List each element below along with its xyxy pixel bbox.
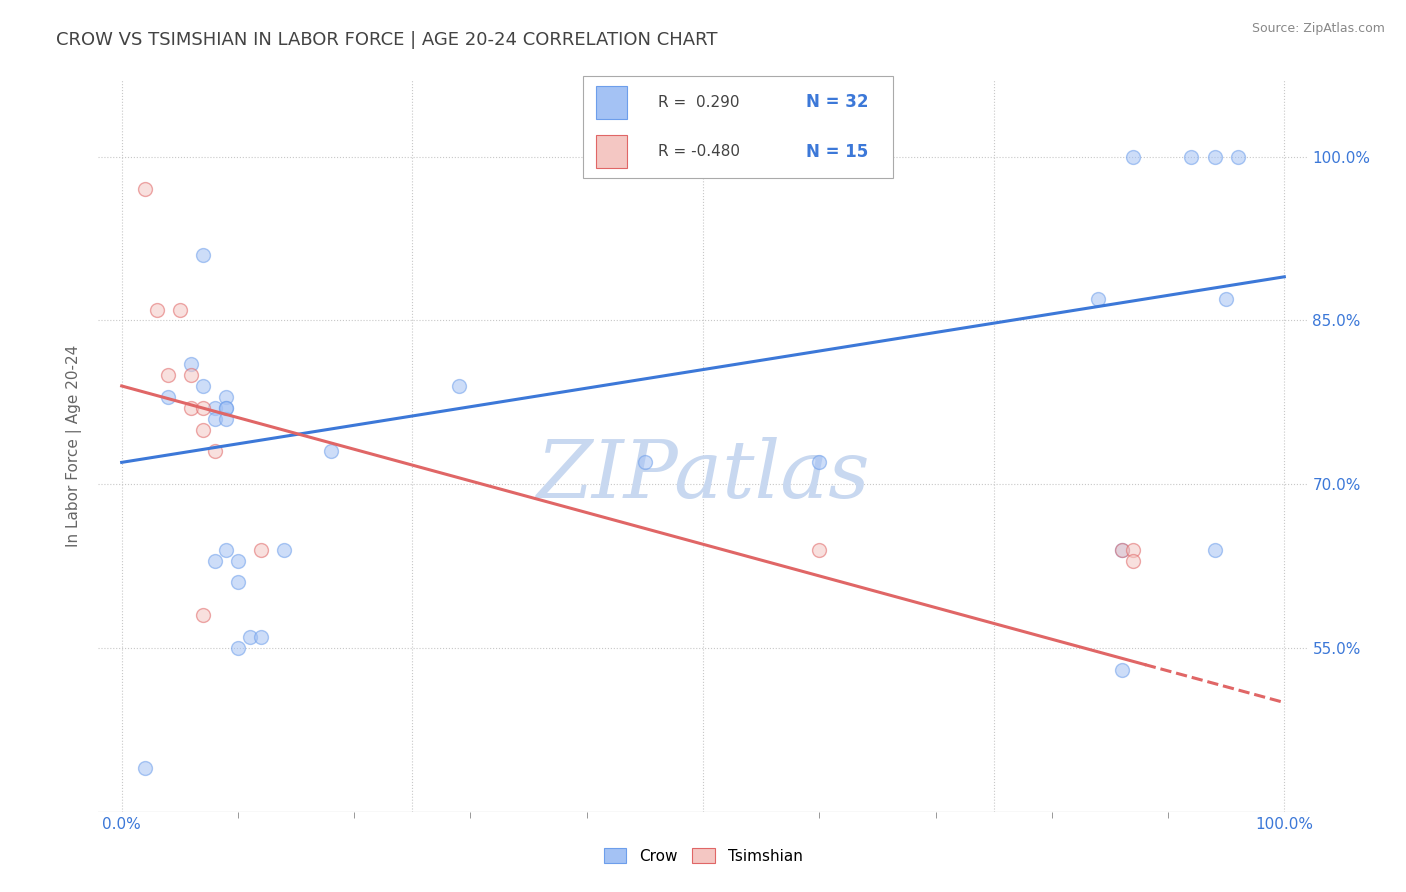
Point [1122,150,1144,164]
Point [191,423,214,437]
Text: N = 15: N = 15 [806,143,869,161]
Point [1215,292,1237,306]
Point [447,379,470,393]
Point [226,640,249,655]
Point [319,444,342,458]
Point [215,390,238,404]
Point [191,401,214,415]
Point [157,390,180,404]
Point [204,401,226,415]
Point [226,575,249,590]
Point [239,630,262,644]
Point [215,401,238,415]
Point [134,761,156,775]
Text: ZIPatlas: ZIPatlas [536,436,870,514]
Point [180,357,202,371]
Point [1111,542,1133,557]
Point [215,542,238,557]
Y-axis label: In Labor Force | Age 20-24: In Labor Force | Age 20-24 [66,345,83,547]
Text: Source: ZipAtlas.com: Source: ZipAtlas.com [1251,22,1385,36]
Point [634,455,657,469]
Point [145,302,167,317]
Point [250,630,273,644]
Point [250,542,273,557]
Text: CROW VS TSIMSHIAN IN LABOR FORCE | AGE 20-24 CORRELATION CHART: CROW VS TSIMSHIAN IN LABOR FORCE | AGE 2… [56,31,717,49]
Point [808,542,831,557]
Point [1122,554,1144,568]
Point [1204,150,1226,164]
FancyBboxPatch shape [583,76,893,178]
Text: N = 32: N = 32 [806,94,869,112]
Point [1111,663,1133,677]
Point [273,542,295,557]
Legend: Crow, Tsimshian: Crow, Tsimshian [598,842,808,870]
Point [204,444,226,458]
Point [1226,150,1249,164]
Point [169,302,191,317]
Point [1122,542,1144,557]
Point [191,379,214,393]
Point [808,455,831,469]
Point [1204,542,1226,557]
Point [226,554,249,568]
Point [180,368,202,382]
Point [134,182,156,196]
Point [157,368,180,382]
Point [1180,150,1202,164]
Bar [596,136,627,168]
Point [1111,542,1133,557]
Point [191,608,214,623]
Point [204,411,226,425]
Point [215,401,238,415]
Point [191,248,214,262]
Text: R = -0.480: R = -0.480 [658,145,740,160]
Point [180,401,202,415]
Point [215,411,238,425]
Point [1087,292,1109,306]
Bar [596,87,627,119]
Text: R =  0.290: R = 0.290 [658,95,740,110]
Point [204,554,226,568]
